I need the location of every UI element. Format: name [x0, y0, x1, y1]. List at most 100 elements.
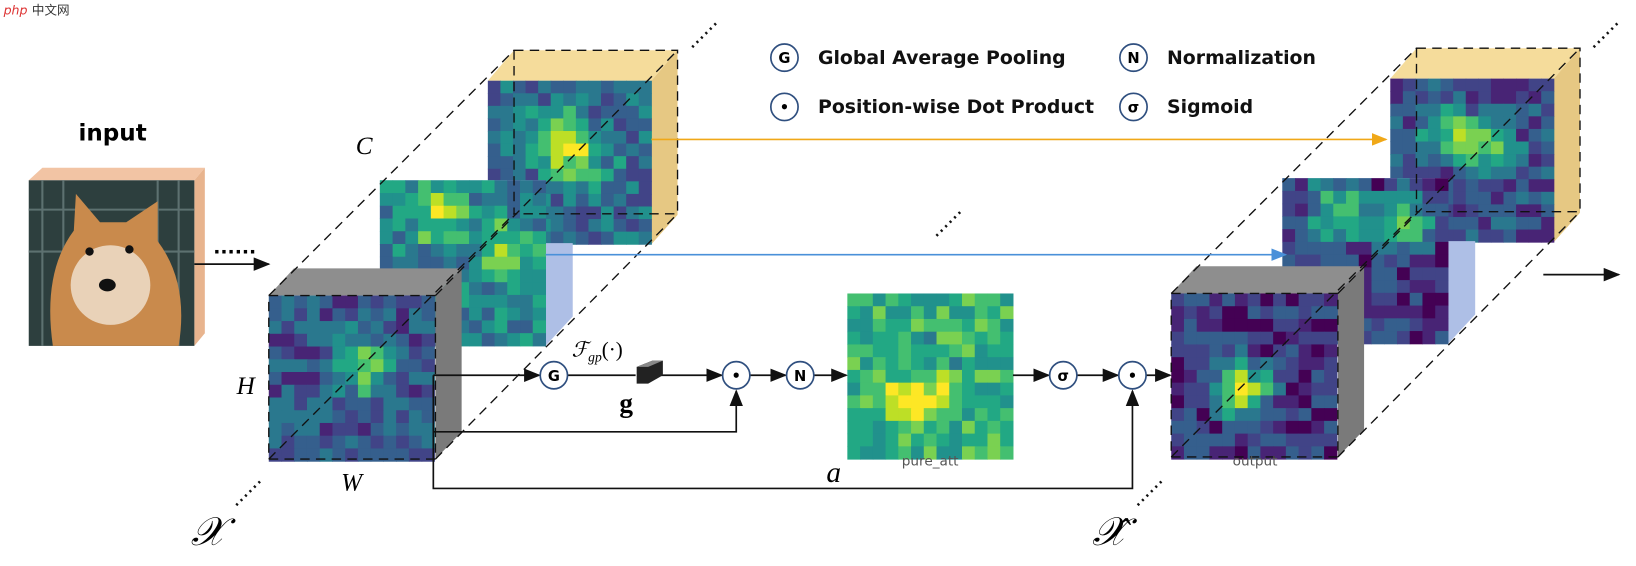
heatmap-cell — [392, 205, 406, 220]
heatmap-cell — [1453, 154, 1467, 168]
heatmap-cell — [575, 131, 589, 145]
heatmap-cell — [563, 231, 577, 245]
heatmap-cell — [1298, 369, 1312, 384]
heatmap-cell — [538, 118, 552, 132]
heatmap-cell — [613, 143, 627, 157]
heatmap-cell — [319, 384, 333, 399]
heatmap-cell — [626, 193, 640, 208]
heatmap-cell — [872, 357, 887, 371]
heatmap-cell — [1307, 229, 1322, 243]
heatmap-cell — [405, 180, 419, 194]
heatmap-cell — [1324, 446, 1338, 460]
heatmap-cell — [1516, 91, 1530, 105]
heatmap-cell — [1260, 395, 1274, 409]
heatmap-cell — [525, 143, 539, 157]
heatmap-cell — [268, 308, 283, 322]
heatmap-cell — [396, 321, 410, 335]
heatmap-cell — [520, 307, 534, 321]
heatmap-cell — [1453, 103, 1467, 117]
heatmap-cell — [638, 231, 652, 245]
heatmap-cell — [1298, 382, 1312, 396]
heatmap-cell — [481, 193, 496, 207]
legend-symbol-label: G — [778, 50, 790, 67]
heatmap-cell — [1320, 254, 1334, 268]
heatmap-cell — [1320, 190, 1334, 205]
heatmap-cell — [345, 422, 359, 437]
heatmap-cell — [469, 269, 483, 283]
heatmap-cell — [1402, 78, 1416, 92]
heatmap-cell — [1541, 216, 1555, 231]
heatmap-cell — [357, 448, 372, 462]
heatmap-cell — [1358, 190, 1373, 205]
heatmap-cell — [575, 80, 589, 94]
heatmap-cell — [487, 105, 501, 119]
heatmap-cell — [1490, 204, 1505, 218]
cube-edge — [1170, 47, 1417, 294]
heatmap-cell — [1490, 103, 1505, 117]
heatmap-cell — [405, 218, 419, 232]
heatmap-cell — [525, 93, 539, 107]
heatmap-cell — [1428, 116, 1442, 130]
heatmap-cell — [469, 218, 483, 232]
heatmap-cell — [1196, 318, 1210, 333]
heatmap-cell — [1390, 91, 1404, 105]
heatmap-cell — [345, 410, 359, 424]
heatmap-cell — [268, 397, 283, 411]
cube-face — [1447, 241, 1476, 344]
heatmap-cell — [1453, 179, 1467, 193]
heatmap-cell — [936, 408, 950, 422]
heatmap-cell — [601, 193, 615, 208]
heatmap-cell — [1282, 203, 1296, 217]
heatmap-cell — [1415, 116, 1429, 130]
heatmap-cell — [379, 218, 394, 232]
heatmap-cell — [500, 93, 514, 107]
heatmap-cell — [1183, 408, 1198, 422]
heatmap-cell — [847, 408, 861, 422]
heatmap-cell — [1516, 216, 1530, 231]
heatmap-cell — [613, 206, 627, 220]
heatmap-cell — [1346, 178, 1360, 192]
heatmap-cell — [1465, 179, 1479, 193]
gap-f: ℱ — [572, 337, 592, 361]
input-label: input — [78, 120, 146, 146]
heatmap-cell — [911, 318, 925, 333]
heatmap-cell — [1247, 306, 1261, 320]
heatmap-cell — [1428, 154, 1442, 168]
heatmap-cell — [507, 269, 521, 283]
heatmap-cell — [885, 395, 899, 409]
heatmap-cell — [885, 382, 899, 396]
heatmap-cell — [1273, 331, 1287, 345]
heatmap-cell — [987, 395, 1001, 409]
heatmap-cell — [281, 346, 295, 360]
heatmap-cell — [1285, 331, 1300, 345]
heatmap-cell — [1285, 446, 1300, 460]
heatmap-cell — [481, 282, 496, 296]
heatmap-cell — [469, 320, 483, 334]
heatmap-cell — [408, 359, 423, 373]
heatmap-cell — [588, 131, 602, 145]
heatmap-cell — [500, 143, 514, 157]
heatmap-cell — [421, 384, 435, 399]
heatmap-cell — [949, 344, 963, 358]
heatmap-cell — [563, 206, 577, 220]
heatmap-cell — [626, 168, 640, 182]
heatmap-cell — [550, 156, 564, 170]
heatmap-cell — [281, 359, 295, 373]
heatmap — [268, 295, 435, 462]
heatmap-cell — [430, 218, 445, 232]
heatmap-cell — [1298, 318, 1312, 333]
heatmap-cell — [1307, 178, 1322, 192]
heatmap-cell — [613, 105, 627, 119]
heatmap-cell — [379, 243, 394, 258]
heatmap-cell — [281, 321, 295, 335]
heatmap-cell — [885, 331, 899, 345]
heatmap-cell — [306, 397, 321, 411]
heatmap-cell — [1422, 254, 1436, 268]
heatmap-cell — [421, 346, 435, 360]
heatmap-cell — [898, 446, 912, 460]
heatmap-cell — [601, 80, 615, 94]
heatmap-cell — [1440, 154, 1454, 168]
heatmap-cell — [1528, 116, 1542, 130]
heatmap-cell — [601, 156, 615, 170]
heatmap-cell — [1307, 254, 1322, 268]
